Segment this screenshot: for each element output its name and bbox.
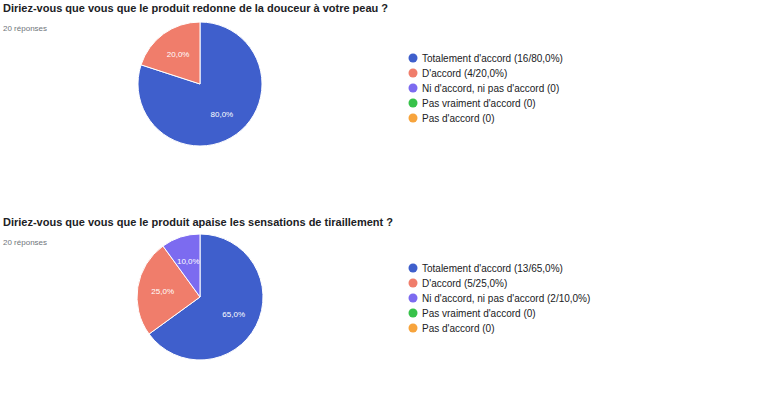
legend: Totalement d'accord (13/65,0%) D'accord (…	[409, 263, 591, 334]
legend-marker	[409, 309, 418, 318]
pie-slice	[200, 22, 201, 84]
pie-slice	[200, 22, 201, 84]
legend-marker	[409, 84, 418, 93]
data-label: 10,0%	[177, 257, 200, 266]
legend-marker	[409, 54, 418, 63]
subtitle: 20 réponses	[3, 24, 47, 33]
data-label: 65,0%	[222, 310, 245, 319]
title: Diriez-vous que vous que le produit redo…	[3, 2, 388, 14]
legend-label: Pas d'accord (0)	[422, 323, 495, 334]
legend-label: Ni d'accord, ni pas d'accord (0)	[422, 83, 559, 94]
chart: Diriez-vous que vous que le produit redo…	[3, 2, 563, 146]
legend-marker	[409, 99, 418, 108]
canvas: Diriez-vous que vous que le produit redo…	[0, 0, 777, 393]
subtitle: 20 réponses	[3, 238, 47, 247]
legend-label: Pas vraiment d'accord (0)	[422, 98, 536, 109]
pie: 65,0% 25,0% 10,0%	[137, 234, 263, 360]
legend: Totalement d'accord (16/80,0%) D'accord (…	[409, 53, 563, 124]
pie-slice	[141, 22, 200, 84]
legend-label: Pas d'accord (0)	[422, 113, 495, 124]
legend-label: Pas vraiment d'accord (0)	[422, 308, 536, 319]
chart: Diriez-vous que vous que le produit apai…	[3, 216, 590, 360]
pie-slice	[138, 22, 262, 146]
legend-marker	[409, 264, 418, 273]
title: Diriez-vous que vous que le produit apai…	[3, 216, 393, 228]
data-label: 25,0%	[151, 287, 174, 296]
legend-label: Totalement d'accord (16/80,0%)	[422, 53, 563, 64]
legend-marker	[409, 279, 418, 288]
legend-marker	[409, 294, 418, 303]
pie-slice	[137, 246, 200, 334]
data-label: 80,0%	[211, 110, 234, 119]
legend-marker	[409, 114, 418, 123]
legend-marker	[409, 69, 418, 78]
legend-label: D'accord (4/20,0%)	[422, 68, 507, 79]
legend-marker	[409, 324, 418, 333]
data-label: 20,0%	[167, 50, 190, 59]
pie-slice	[200, 22, 201, 84]
legend-label: Ni d'accord, ni pas d'accord (2/10,0%)	[422, 293, 590, 304]
pie: 80,0% 20,0%	[138, 22, 262, 146]
legend-label: D'accord (5/25,0%)	[422, 278, 507, 289]
legend-label: Totalement d'accord (13/65,0%)	[422, 263, 563, 274]
